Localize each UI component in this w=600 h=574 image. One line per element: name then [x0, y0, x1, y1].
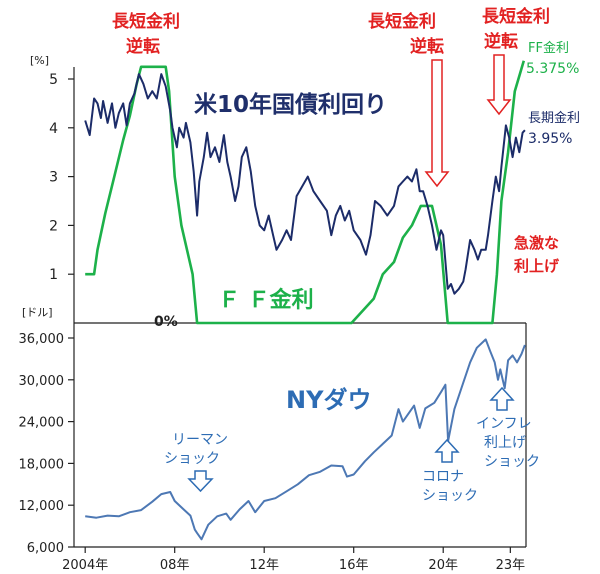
long-term-rate-line	[84, 73, 526, 295]
inversion-label-1b: 逆転	[126, 36, 160, 57]
bottom-y-unit: [ドル]	[22, 306, 53, 319]
top-y-tick-label: 1	[49, 267, 58, 283]
rate-hike-label-b: 利上げ	[514, 257, 560, 275]
x-tick-label: 2004年	[62, 558, 108, 573]
inversion-label-3b: 逆転	[484, 31, 518, 52]
corona-label-a: コロナ	[422, 469, 464, 485]
top-y-tick-label: 4	[49, 121, 58, 137]
ff-rate-title: Ｆ Ｆ金利	[218, 287, 314, 313]
inflation-label-a: インフレ	[476, 416, 532, 432]
inflation-label-b: 利上げ	[484, 435, 526, 451]
zero-percent-label: 0%	[154, 314, 178, 330]
bottom-y-tick-label: 30,000	[19, 374, 65, 389]
x-tick-label: 08年	[160, 558, 190, 573]
corona-arrow	[434, 438, 460, 463]
inversion-arrow-3	[486, 54, 512, 116]
x-tick-label: 16年	[339, 558, 369, 573]
bottom-y-tick-label: 12,000	[19, 499, 65, 514]
ny-dow-title: NYダウ	[286, 386, 371, 414]
long-rate-legend-name: 長期金利	[528, 110, 580, 126]
inflation-label-c: ショック	[484, 454, 540, 470]
x-tick-label: 20年	[428, 558, 458, 573]
bottom-y-tick-label: 6,000	[27, 541, 64, 556]
ff-rate-line	[85, 60, 526, 325]
bottom-y-tick-label: 24,000	[19, 416, 65, 431]
ff-rate-legend-value: 5.375%	[526, 61, 579, 77]
bottom-y-tick-label: 36,000	[19, 332, 65, 347]
rate-hike-label-a: 急激な	[514, 234, 559, 252]
inversion-label-2a: 長短金利	[368, 11, 436, 32]
inversion-label-3a: 長短金利	[482, 6, 550, 27]
top-y-tick-label: 2	[49, 218, 58, 234]
lehman-label-b: ショック	[164, 451, 220, 467]
lehman-label-a: リーマン	[172, 432, 228, 448]
bottom-y-tick-label: 18,000	[19, 457, 65, 472]
inversion-arrow-2	[424, 59, 450, 188]
ny-dow-line	[85, 338, 526, 541]
long-rate-legend-value: 3.95%	[528, 131, 572, 147]
treasury-yield-title: 米10年国債利回り	[194, 91, 387, 118]
inflation-arrow	[489, 386, 515, 411]
x-tick-label: 12年	[249, 558, 279, 573]
lehman-arrow	[187, 470, 214, 493]
top-y-tick-label: 3	[49, 170, 58, 186]
top-y-unit: [%]	[30, 54, 49, 67]
inversion-label-2b: 逆転	[410, 36, 444, 57]
top-y-tick-label: 5	[49, 72, 58, 88]
corona-label-b: ショック	[422, 488, 478, 504]
inversion-label-1a: 長短金利	[112, 11, 180, 32]
x-tick-label: 23年	[496, 558, 526, 573]
ff-rate-legend-name: FF金利	[528, 40, 569, 56]
